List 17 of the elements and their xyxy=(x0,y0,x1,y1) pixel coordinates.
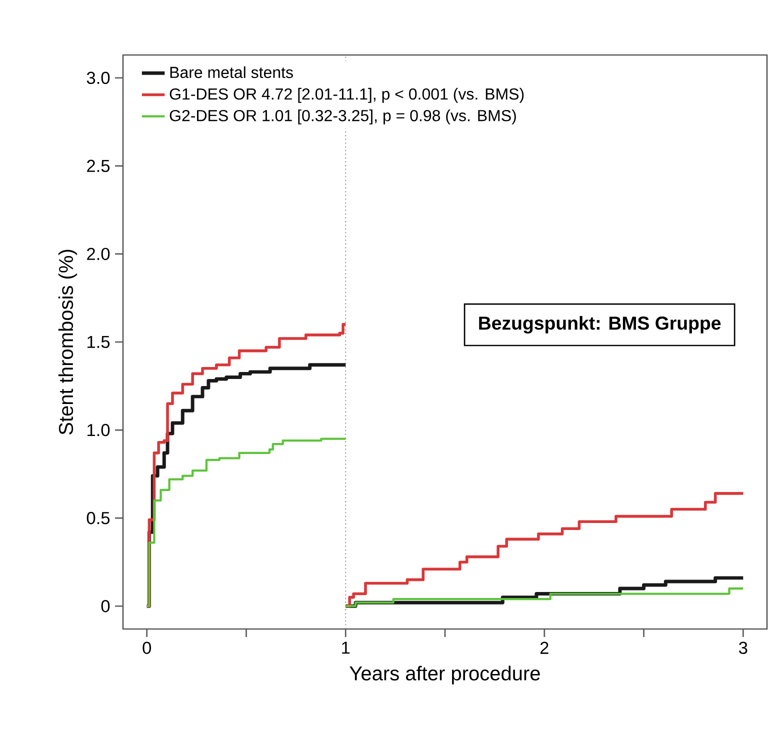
x-axis-title: Years after procedure xyxy=(350,666,540,684)
y-tick-label: 1.0 xyxy=(88,424,110,436)
annotation: Bezugspunkt: BMS Gruppe xyxy=(479,316,721,334)
legend-label: Bare metal stents xyxy=(170,66,293,78)
y-tick-label: 2.5 xyxy=(87,160,110,172)
legend-label: G1-DES OR 4.72 [2.01-11.1], p < 0.001 (vs. BMS) xyxy=(170,88,524,103)
y-tick-label: 0.5 xyxy=(86,512,110,524)
y-tick-label: 0 xyxy=(101,600,110,612)
x-tick-label: 3 xyxy=(739,642,748,654)
x-tick-label: 2 xyxy=(540,642,548,654)
legend-label: G2-DES OR 1.01 [0.32-3.25], p = 0.98 (vs. BMS) xyxy=(170,110,516,124)
y-tick-label: 1.5 xyxy=(88,336,110,348)
y-axis-title: Stent thrombosis (%) xyxy=(58,250,78,434)
y-tick-label: 2.0 xyxy=(87,248,110,260)
x-tick-label: 1 xyxy=(342,642,350,654)
x-tick-label: 0 xyxy=(142,642,152,654)
y-tick-label: 3.0 xyxy=(86,72,110,84)
